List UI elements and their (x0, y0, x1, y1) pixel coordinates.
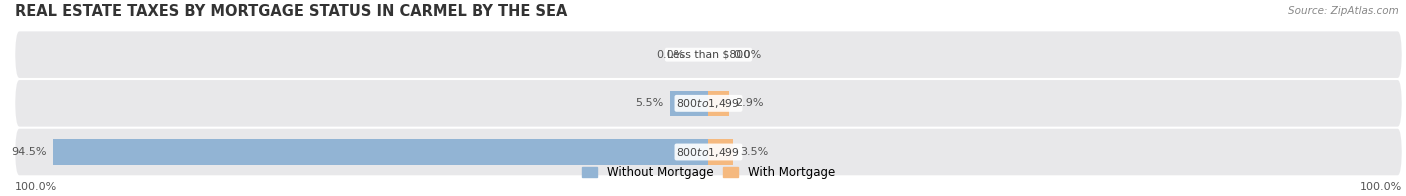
FancyBboxPatch shape (15, 80, 1402, 127)
Bar (671, 91, 709, 116)
Text: 5.5%: 5.5% (636, 98, 664, 108)
Text: 0.0%: 0.0% (657, 50, 685, 60)
Bar (709, 91, 728, 116)
Bar (53, 139, 709, 165)
Text: 2.9%: 2.9% (735, 98, 763, 108)
Text: 100.0%: 100.0% (1360, 182, 1402, 192)
FancyBboxPatch shape (15, 129, 1402, 175)
Text: 3.5%: 3.5% (740, 147, 768, 157)
Legend: Without Mortgage, With Mortgage: Without Mortgage, With Mortgage (578, 162, 839, 184)
Text: $800 to $1,499: $800 to $1,499 (676, 97, 741, 110)
Bar (709, 139, 733, 165)
FancyBboxPatch shape (15, 31, 1402, 78)
Text: Source: ZipAtlas.com: Source: ZipAtlas.com (1288, 6, 1399, 16)
Text: 100.0%: 100.0% (15, 182, 58, 192)
Text: 94.5%: 94.5% (11, 147, 46, 157)
Text: REAL ESTATE TAXES BY MORTGAGE STATUS IN CARMEL BY THE SEA: REAL ESTATE TAXES BY MORTGAGE STATUS IN … (15, 4, 568, 19)
Text: $800 to $1,499: $800 to $1,499 (676, 145, 741, 159)
Text: Less than $800: Less than $800 (666, 50, 751, 60)
Text: 0.0%: 0.0% (733, 50, 761, 60)
